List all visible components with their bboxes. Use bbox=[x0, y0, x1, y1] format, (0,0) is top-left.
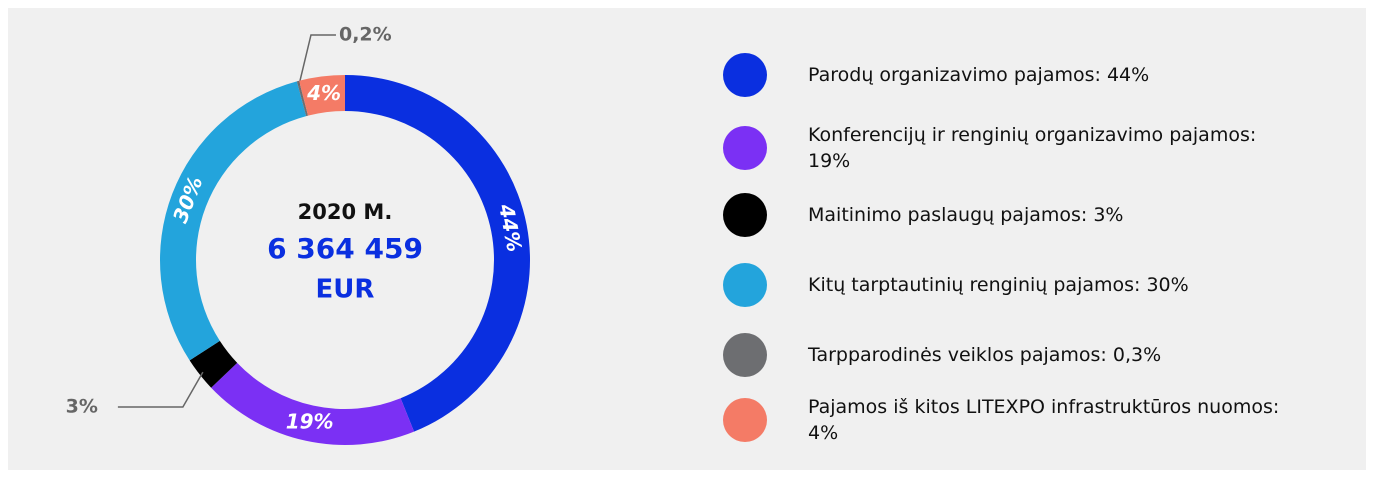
donut-slice bbox=[211, 362, 415, 446]
legend-swatch bbox=[723, 263, 767, 307]
legend-label: Pajamos iš kitos LITEXPO infrastruktūros… bbox=[808, 396, 1280, 444]
legend-swatch bbox=[723, 193, 767, 237]
slice-label: 0,2% bbox=[339, 24, 392, 46]
donut-slice bbox=[299, 75, 345, 116]
leader-line bbox=[298, 34, 336, 86]
legend-swatch bbox=[723, 53, 767, 97]
center-unit: EUR bbox=[316, 275, 375, 305]
slice-label: 4% bbox=[306, 81, 341, 105]
slice-label: 19% bbox=[286, 410, 334, 434]
center-year: 2020 M. bbox=[298, 200, 393, 224]
slice-label: 3% bbox=[66, 396, 98, 418]
legend-label: Tarpparodinės veiklos pajamos: 0,3% bbox=[808, 344, 1162, 366]
donut-slice bbox=[345, 75, 530, 432]
donut-slice bbox=[189, 340, 238, 388]
donut-slice bbox=[296, 80, 309, 117]
donut-slice bbox=[159, 81, 307, 361]
legend-label: Konferencijų ir renginių organizavimo pa… bbox=[808, 124, 1257, 172]
legend-label: Maitinimo paslaugų pajamos: 3% bbox=[808, 204, 1124, 226]
leader-line bbox=[117, 371, 204, 408]
legend-swatch bbox=[723, 126, 767, 170]
center-amount: 6 364 459 bbox=[267, 232, 423, 265]
legend-swatch bbox=[723, 333, 767, 377]
legend-label: Parodų organizavimo pajamos: 44% bbox=[808, 64, 1150, 86]
legend-swatch bbox=[723, 398, 767, 442]
legend-label: Kitų tarptautinių renginių pajamos: 30% bbox=[808, 274, 1189, 296]
